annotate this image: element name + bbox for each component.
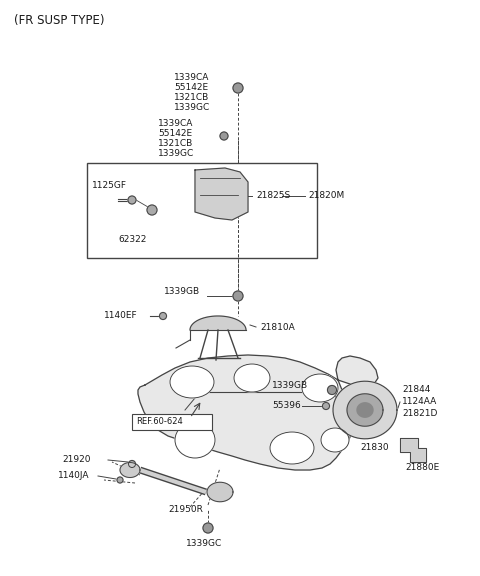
Ellipse shape <box>302 374 338 402</box>
Text: (FR SUSP TYPE): (FR SUSP TYPE) <box>14 14 105 27</box>
Text: 21920: 21920 <box>62 456 91 464</box>
Ellipse shape <box>321 428 349 452</box>
Circle shape <box>203 523 213 533</box>
Circle shape <box>220 132 228 140</box>
Circle shape <box>327 385 336 395</box>
Text: REF.60-624: REF.60-624 <box>136 418 183 426</box>
Ellipse shape <box>270 432 314 464</box>
Circle shape <box>233 291 243 301</box>
Text: 1339GB: 1339GB <box>164 287 200 297</box>
Text: 55142E: 55142E <box>174 84 208 93</box>
Polygon shape <box>357 403 373 417</box>
Text: 1339CA: 1339CA <box>158 119 193 128</box>
Bar <box>87 163 317 258</box>
Text: 1339GB: 1339GB <box>272 381 308 391</box>
Polygon shape <box>347 394 383 426</box>
Text: 1339CA: 1339CA <box>174 74 209 82</box>
Text: 55396: 55396 <box>272 401 301 411</box>
Text: 1125GF: 1125GF <box>92 180 127 190</box>
Text: 21821D: 21821D <box>402 410 437 419</box>
Text: 55142E: 55142E <box>158 130 192 138</box>
Polygon shape <box>333 381 397 439</box>
Text: 1140JA: 1140JA <box>58 472 89 480</box>
Circle shape <box>117 477 123 483</box>
Circle shape <box>159 313 167 320</box>
Polygon shape <box>195 168 248 220</box>
Text: 21844: 21844 <box>402 385 431 395</box>
Text: 1339GC: 1339GC <box>186 540 222 548</box>
Text: 21950R: 21950R <box>168 506 203 514</box>
Text: 62322: 62322 <box>118 236 146 244</box>
Text: 1339GC: 1339GC <box>158 150 194 158</box>
Circle shape <box>323 403 329 410</box>
Polygon shape <box>120 463 140 478</box>
Text: 1124AA: 1124AA <box>402 397 437 407</box>
Polygon shape <box>138 355 378 470</box>
Text: 21825S: 21825S <box>256 191 290 200</box>
Text: 21880E: 21880E <box>405 463 439 472</box>
Text: 21830: 21830 <box>360 444 389 453</box>
Circle shape <box>233 83 243 93</box>
Ellipse shape <box>170 366 214 398</box>
Text: 21820M: 21820M <box>308 191 344 200</box>
Circle shape <box>147 205 157 215</box>
Text: 1339GC: 1339GC <box>174 104 210 112</box>
Text: 21810A: 21810A <box>260 323 295 332</box>
Text: 1140EF: 1140EF <box>104 312 138 320</box>
Polygon shape <box>207 482 233 502</box>
FancyBboxPatch shape <box>132 414 212 430</box>
Text: 1321CB: 1321CB <box>174 93 209 103</box>
Polygon shape <box>400 438 426 462</box>
Ellipse shape <box>175 422 215 458</box>
Circle shape <box>129 460 135 468</box>
Ellipse shape <box>234 364 270 392</box>
Polygon shape <box>190 316 246 330</box>
Circle shape <box>128 196 136 204</box>
Text: 1321CB: 1321CB <box>158 139 193 149</box>
